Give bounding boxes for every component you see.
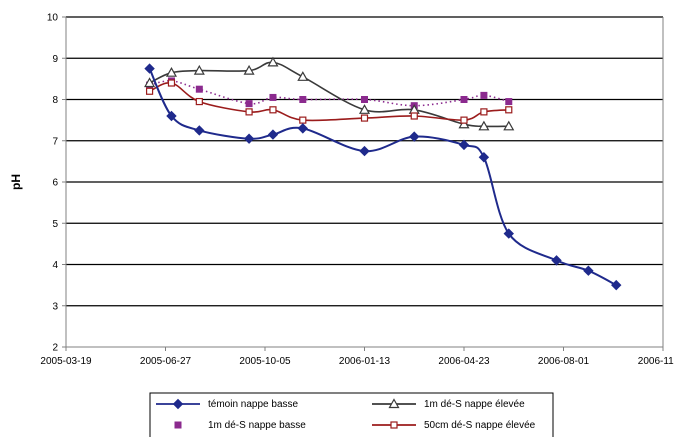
data-point	[458, 118, 470, 129]
y-tick-label: 7	[52, 136, 58, 147]
data-point	[505, 106, 513, 114]
data-point	[193, 64, 205, 75]
data-point	[144, 63, 155, 74]
data-point	[145, 87, 154, 95]
data-point	[245, 108, 253, 116]
y-tick-label: 2	[52, 343, 58, 354]
data-point	[297, 123, 309, 134]
y-tick-labels: 2 3 4 5 6 7 8 9 10	[47, 13, 59, 354]
data-point	[409, 131, 420, 142]
x-tick-label: 2006-11-09	[638, 356, 674, 367]
data-point	[361, 96, 368, 103]
data-point	[144, 77, 156, 88]
legend-label: témoin nappe basse	[208, 399, 299, 410]
legend-marker	[390, 421, 398, 429]
legend-marker	[174, 421, 182, 429]
x-tick-labels: 2005-03-19 2005-06-27 2005-10-05 2006-01-13…	[40, 356, 674, 367]
data-point	[243, 64, 255, 75]
data-point	[410, 112, 418, 120]
legend-item-elevee_1m: 1m dé-S nappe élevée	[372, 398, 525, 410]
series-elevee_50cm	[145, 79, 513, 124]
x-tick-label: 2006-01-13	[339, 356, 391, 367]
data-point	[167, 79, 176, 87]
data-point	[505, 98, 513, 106]
legend-item-temoin: témoin nappe basse	[156, 398, 299, 410]
data-point	[458, 139, 470, 151]
data-point	[611, 279, 622, 291]
y-axis-label: pH	[9, 174, 23, 190]
data-point	[503, 120, 515, 131]
data-point	[503, 228, 514, 239]
y-tick-label: 8	[52, 95, 58, 106]
legend: témoin nappe basse 1m dé-S nappe élevée 1m…	[149, 392, 554, 437]
legend-marker	[388, 398, 400, 409]
data-point	[269, 106, 277, 114]
data-point	[480, 108, 488, 116]
data-point	[460, 116, 468, 124]
data-point	[195, 85, 203, 93]
data-point	[195, 97, 203, 106]
data-point	[267, 56, 279, 67]
series-line-elevee_1m	[149, 61, 509, 128]
y-tick-label: 9	[52, 54, 58, 65]
data-point	[165, 66, 177, 77]
x-tick-label: 2006-08-01	[538, 356, 590, 367]
data-point	[166, 110, 177, 122]
data-point	[359, 145, 370, 157]
y-tick-label: 6	[52, 178, 58, 189]
data-point	[299, 96, 307, 103]
legend-item-elevee_50cm: 50cm dé-S nappe élevée	[372, 420, 536, 431]
legend-label: 1m dé-S nappe élevée	[424, 399, 525, 410]
data-point	[478, 120, 490, 131]
series-line-basse_1m	[149, 80, 510, 107]
x-tick-label: 2005-10-05	[239, 356, 291, 367]
data-point	[299, 116, 307, 124]
data-point	[551, 255, 562, 266]
data-point	[269, 93, 277, 101]
series-line-temoin	[148, 68, 617, 286]
data-point	[358, 104, 371, 114]
y-tick-label: 5	[52, 219, 58, 230]
legend-item-basse_1m: 1m dé-S nappe basse	[174, 420, 306, 431]
data-point	[267, 129, 279, 140]
data-point	[360, 114, 369, 122]
data-point	[245, 100, 253, 108]
series-lines	[144, 56, 622, 291]
data-point	[480, 91, 488, 99]
legend-label: 50cm dé-S nappe élevée	[424, 420, 536, 431]
y-tick-label: 3	[52, 301, 58, 312]
data-point	[583, 265, 594, 276]
data-point	[194, 125, 205, 136]
data-point	[460, 96, 468, 103]
y-tick-label: 10	[47, 13, 59, 24]
x-tick-label: 2005-03-19	[40, 356, 92, 367]
legend-box	[149, 392, 554, 437]
data-point	[297, 71, 309, 81]
series-temoin	[144, 63, 622, 291]
series-elevee_1m	[144, 56, 515, 131]
x-tick-label: 2006-04-23	[438, 356, 490, 367]
legend-marker	[172, 398, 184, 410]
data-point	[243, 133, 255, 144]
x-tick-label: 2005-06-27	[140, 356, 192, 367]
data-point	[478, 152, 490, 163]
y-tick-label: 4	[52, 260, 58, 271]
gridlines	[66, 16, 663, 307]
axes	[62, 16, 664, 351]
legend-label: 1m dé-S nappe basse	[208, 420, 306, 431]
